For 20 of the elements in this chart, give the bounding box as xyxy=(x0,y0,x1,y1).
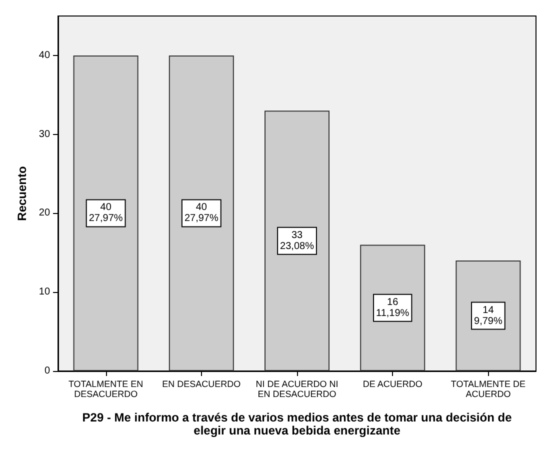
y-tick-label: 0 xyxy=(44,366,50,376)
data-label: 16 11,19% xyxy=(376,296,410,319)
y-tick-label: 30 xyxy=(38,128,50,140)
bar xyxy=(73,55,138,371)
y-axis-title: Recuento xyxy=(15,166,29,221)
x-tick-label: NI DE ACUERDO NI EN DESACUERDO xyxy=(256,379,338,399)
bar xyxy=(264,110,330,371)
data-label: 40 27,97% xyxy=(88,202,123,224)
x-tick-label: TOTALMENTE EN DESACUERDO xyxy=(68,379,144,399)
data-label: 14 9,79% xyxy=(474,304,502,327)
y-tick-label: 40 xyxy=(38,50,50,61)
x-tick-label: DE ACUERDO xyxy=(362,379,422,389)
data-label: 33 23,08% xyxy=(280,230,314,252)
x-tick-label: TOTALMENTE DE ACUERDO xyxy=(450,379,526,399)
x-tick-label: EN DESACUERDO xyxy=(162,379,241,389)
x-axis-title: P29 - Me informo a través de varios medios antes de tomar una decisión de elegir una nueva bebida energizante xyxy=(82,410,512,438)
data-label: 40 27,97% xyxy=(184,202,218,224)
y-tick-label: 20 xyxy=(38,208,50,219)
bar xyxy=(168,55,234,371)
y-tick-label: 10 xyxy=(38,286,50,298)
